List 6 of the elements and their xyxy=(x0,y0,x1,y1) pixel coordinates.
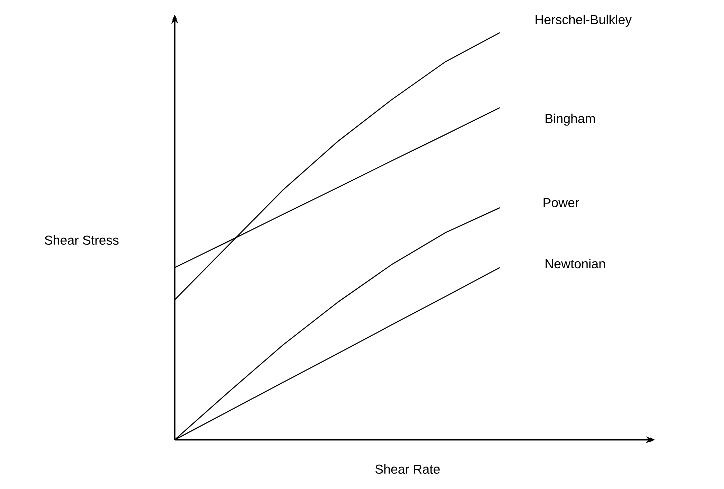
y-axis-title: Shear Stress xyxy=(45,235,119,245)
x-axis-title: Shear Rate xyxy=(376,464,440,474)
text: Power xyxy=(544,198,580,208)
text: Bingham xyxy=(546,114,596,126)
text: Herschel-Bulkley xyxy=(536,14,632,28)
text: Newtonian xyxy=(546,259,606,269)
